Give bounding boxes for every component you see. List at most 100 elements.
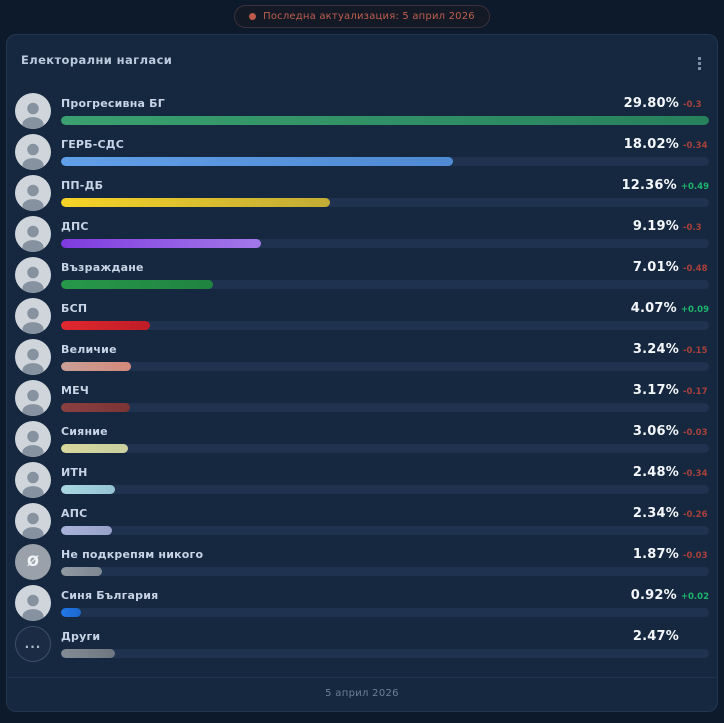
bar-track [61, 239, 709, 248]
party-percent: 12.36% [621, 178, 677, 193]
bar-fill [61, 485, 115, 494]
party-row[interactable]: ГЕРБ-СДС 18.02% -0.34 [15, 131, 709, 172]
party-percent: 3.06% [632, 424, 679, 439]
party-change: -0.34 [683, 469, 708, 479]
avatar-glyph: ... [24, 636, 42, 651]
top-bar: Последна актуализация: 5 април 2026 [0, 0, 724, 34]
party-row-main: Синя България 0.92% +0.02 [61, 588, 709, 617]
bar-fill [61, 116, 709, 125]
bar-fill [61, 649, 115, 658]
bar-fill [61, 157, 453, 166]
party-name: Други [61, 630, 101, 643]
bar-track [61, 649, 709, 658]
party-name: Величие [61, 343, 117, 356]
party-row-main: ГЕРБ-СДС 18.02% -0.34 [61, 137, 709, 166]
person-icon [22, 184, 44, 211]
bar-fill [61, 567, 102, 576]
party-avatar: ... [15, 625, 51, 662]
party-avatar [15, 461, 51, 498]
person-icon [22, 225, 44, 252]
bar-track [61, 485, 709, 494]
party-row-main: МЕЧ 3.17% -0.17 [61, 383, 709, 412]
party-avatar [15, 420, 51, 457]
party-avatar [15, 297, 51, 334]
kebab-menu-icon[interactable] [692, 53, 707, 74]
party-avatar [15, 215, 51, 252]
bar-track [61, 321, 709, 330]
bar-fill [61, 280, 214, 289]
party-list: Прогресивна БГ 29.80% -0.3 ГЕРБ-СДС 18.0… [7, 84, 717, 677]
party-row[interactable]: ПП-ДБ 12.36% +0.49 [15, 172, 709, 213]
card-footer: 5 април 2026 [7, 677, 717, 711]
bar-fill [61, 198, 330, 207]
party-row[interactable]: Прогресивна БГ 29.80% -0.3 [15, 90, 709, 131]
party-change: -0.03 [683, 551, 708, 561]
party-row[interactable]: ... Други 2.47% [15, 623, 709, 664]
party-name: ГЕРБ-СДС [61, 138, 125, 151]
party-row[interactable]: БСП 4.07% +0.09 [15, 295, 709, 336]
party-change: +0.09 [680, 305, 709, 315]
party-name: МЕЧ [61, 384, 89, 397]
party-avatar [15, 256, 51, 293]
party-row[interactable]: ИТН 2.48% -0.34 [15, 459, 709, 500]
status-dot-icon [249, 13, 257, 20]
bar-track [61, 444, 709, 453]
bar-track [61, 198, 709, 207]
person-icon [22, 143, 44, 170]
card-title: Електорални нагласи [21, 53, 173, 67]
party-change: -0.34 [683, 141, 708, 151]
party-row[interactable]: АПС 2.34% -0.26 [15, 500, 709, 541]
card-header: Електорални нагласи [7, 35, 717, 84]
party-row[interactable]: Синя България 0.92% +0.02 [15, 582, 709, 623]
party-row[interactable]: Величие 3.24% -0.15 [15, 336, 709, 377]
bar-track [61, 403, 709, 412]
party-percent: 3.17% [632, 383, 679, 398]
party-avatar [15, 379, 51, 416]
party-percent: 0.92% [630, 588, 677, 603]
party-name: ИТН [61, 466, 88, 479]
bar-track [61, 116, 709, 125]
person-icon [22, 266, 44, 293]
bar-fill [61, 321, 150, 330]
party-row[interactable]: Сияние 3.06% -0.03 [15, 418, 709, 459]
bar-track [61, 567, 709, 576]
bar-track [61, 362, 709, 371]
party-avatar [15, 502, 51, 539]
person-icon [22, 348, 44, 375]
last-update-text: Последна актуализация: 5 април 2026 [263, 11, 475, 22]
bar-fill [61, 444, 128, 453]
party-change: -0.3 [683, 100, 702, 110]
party-percent: 2.34% [632, 506, 679, 521]
party-row-main: ДПС 9.19% -0.3 [61, 219, 709, 248]
party-row-main: Други 2.47% [61, 629, 709, 658]
party-row-main: Не подкрепям никого 1.87% -0.03 [61, 547, 709, 576]
party-avatar [15, 174, 51, 211]
party-change: +0.02 [680, 592, 709, 602]
bar-fill [61, 526, 112, 535]
party-avatar [15, 133, 51, 170]
person-icon [22, 102, 44, 129]
party-row[interactable]: МЕЧ 3.17% -0.17 [15, 377, 709, 418]
party-name: Сияние [61, 425, 108, 438]
party-row-main: Прогресивна БГ 29.80% -0.3 [61, 96, 709, 125]
party-change: -0.48 [683, 264, 708, 274]
party-row[interactable]: ДПС 9.19% -0.3 [15, 213, 709, 254]
party-change: -0.03 [683, 428, 708, 438]
party-row-main: Сияние 3.06% -0.03 [61, 424, 709, 453]
party-percent: 9.19% [632, 219, 679, 234]
party-row[interactable]: Възраждане 7.01% -0.48 [15, 254, 709, 295]
party-row-main: БСП 4.07% +0.09 [61, 301, 709, 330]
party-row[interactable]: Ø Не подкрепям никого 1.87% -0.03 [15, 541, 709, 582]
party-change: -0.15 [683, 346, 708, 356]
party-name: Не подкрепям никого [61, 548, 204, 561]
bar-track [61, 280, 709, 289]
person-icon [22, 594, 44, 621]
bar-fill [61, 403, 130, 412]
party-percent: 3.24% [632, 342, 679, 357]
last-update-badge: Последна актуализация: 5 април 2026 [234, 5, 490, 28]
poll-card: Електорални нагласи Прогресивна БГ 29.80… [6, 34, 718, 712]
party-percent: 1.87% [632, 547, 679, 562]
bar-track [61, 157, 709, 166]
party-avatar [15, 338, 51, 375]
party-change: +0.49 [680, 182, 709, 192]
